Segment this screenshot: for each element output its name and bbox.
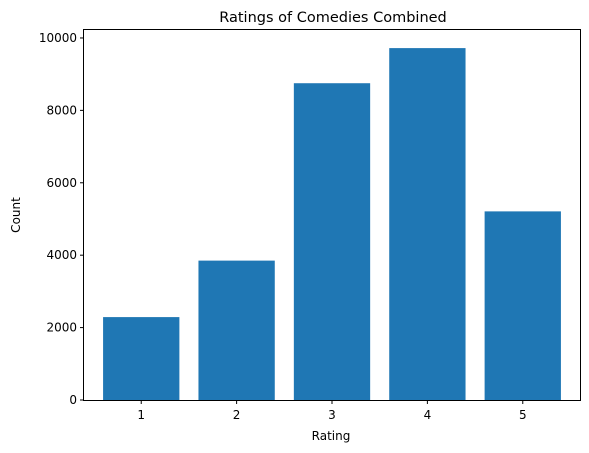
chart-title: Ratings of Comedies Combined bbox=[219, 10, 447, 26]
bar-5 bbox=[484, 211, 561, 400]
x-axis-label: Rating bbox=[312, 429, 351, 443]
y-tick-label: 6000 bbox=[46, 176, 77, 190]
y-tick-label: 8000 bbox=[46, 103, 77, 117]
x-tick-label: 4 bbox=[424, 408, 432, 422]
y-axis-label: Count bbox=[9, 197, 23, 233]
y-tick-label: 4000 bbox=[46, 248, 77, 262]
bar-4 bbox=[389, 48, 466, 401]
x-axis: 1 2 3 4 5 bbox=[137, 400, 527, 422]
y-axis: 0 2000 4000 6000 8000 10000 bbox=[39, 31, 84, 407]
x-tick-label: 5 bbox=[519, 408, 527, 422]
bar-2 bbox=[198, 260, 275, 400]
x-tick-label: 2 bbox=[233, 408, 241, 422]
y-tick-label: 10000 bbox=[39, 31, 77, 45]
x-tick-label: 3 bbox=[328, 408, 336, 422]
bar-3 bbox=[293, 83, 371, 400]
bar-1 bbox=[103, 317, 180, 400]
x-tick-label: 1 bbox=[137, 408, 145, 422]
y-tick-label: 2000 bbox=[46, 321, 77, 335]
bars-group bbox=[103, 48, 561, 401]
y-tick-label: 0 bbox=[69, 393, 77, 407]
